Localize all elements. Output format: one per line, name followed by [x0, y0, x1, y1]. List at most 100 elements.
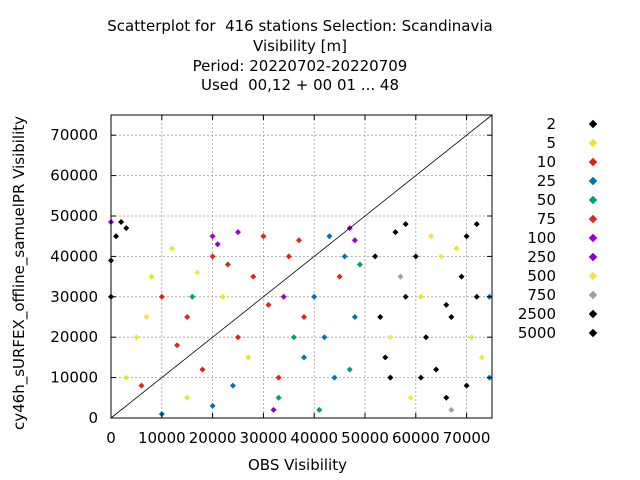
legend-label: 10	[536, 153, 556, 171]
data-point-s10-3	[402, 221, 409, 228]
data-point-s8-0	[387, 334, 394, 341]
x-tick-label-3: 30000	[240, 429, 288, 447]
data-point-s0-1	[448, 314, 455, 320]
x-tick-label-0: 0	[106, 429, 116, 447]
x-tick-label-7: 70000	[443, 429, 491, 447]
data-point-s1-9	[245, 354, 252, 361]
data-point-s11-0	[382, 354, 389, 361]
data-point-s11-2	[463, 233, 470, 240]
legend-label: 5	[546, 134, 556, 152]
data-point-s1-4	[417, 293, 424, 300]
data-point-s1-7	[184, 394, 191, 401]
data-point-s1-3	[123, 374, 130, 381]
data-point-s3-9	[326, 233, 333, 240]
data-point-s1-0	[133, 334, 140, 341]
data-point-s4-5	[316, 406, 323, 413]
data-point-s4-4	[356, 261, 363, 268]
data-point-s2-1	[184, 314, 191, 320]
data-point-s7-0	[214, 241, 221, 248]
data-point-s2-2	[209, 253, 216, 260]
legend-item-3: 25	[500, 172, 610, 191]
data-point-s2-8	[336, 273, 343, 280]
data-point-s2-7	[301, 314, 308, 320]
data-point-s9-1	[448, 406, 455, 413]
title-line-2: Visibility [m]	[253, 37, 347, 55]
y-tick-label-6: 60000	[50, 167, 98, 185]
legend-item-0: 2	[500, 115, 610, 134]
data-point-s11-1	[443, 301, 450, 308]
legend-label: 500	[527, 267, 556, 285]
data-point-s4-1	[346, 366, 353, 373]
legend-item-10: 2500	[500, 305, 610, 324]
data-point-s5-4	[295, 237, 302, 244]
data-point-s10-0	[377, 314, 384, 320]
y-tick-label-7: 70000	[50, 126, 98, 144]
data-point-s2-3	[235, 334, 241, 341]
data-point-s0-2	[473, 221, 480, 228]
data-point-s0-11	[463, 382, 470, 389]
legend-marker-icon	[588, 233, 598, 243]
x-tick-label-2: 20000	[189, 429, 237, 447]
data-point-s6-0	[209, 233, 216, 240]
title-line-1: Scatterplot for 416 stations Selection: …	[107, 17, 493, 35]
legend-label: 50	[536, 191, 556, 209]
data-point-s11-3	[372, 253, 379, 260]
data-point-s6-1	[351, 237, 358, 244]
y-tick-label-1: 10000	[50, 369, 98, 387]
data-point-s8-4	[428, 233, 435, 240]
data-point-s4-2	[189, 293, 196, 300]
data-point-s2-9	[199, 366, 206, 373]
data-point-s3-7	[209, 402, 216, 409]
data-point-s2-4	[260, 233, 267, 240]
data-point-s0-12	[392, 229, 399, 236]
data-point-s2-10	[285, 253, 292, 260]
legend-label: 5000	[517, 324, 556, 342]
legend-marker-icon	[588, 252, 598, 262]
data-point-s3-0	[311, 293, 318, 300]
data-point-s8-3	[478, 354, 485, 361]
legend-marker-icon	[588, 271, 598, 281]
data-point-s0-4	[433, 366, 440, 373]
y-tick-label-0: 0	[88, 409, 98, 427]
data-point-s2-5	[275, 374, 282, 381]
data-point-s4-0	[290, 334, 297, 341]
legend-item-11: 5000	[500, 324, 610, 343]
legend-marker-icon	[588, 119, 598, 129]
data-point-s0-9	[123, 225, 130, 232]
data-point-s3-6	[229, 382, 236, 389]
data-point-s6-3	[235, 229, 241, 236]
legend-label: 75	[536, 210, 556, 228]
legend-marker-icon	[588, 309, 598, 319]
data-point-s5-0	[224, 261, 231, 268]
legend-marker-icon	[588, 138, 598, 148]
x-axis-title: OBS Visibility	[248, 456, 347, 474]
data-point-s8-6	[194, 269, 201, 276]
legend-item-1: 5	[500, 134, 610, 153]
y-tick-label-2: 20000	[50, 328, 98, 346]
data-point-s5-1	[265, 301, 272, 308]
data-point-s1-1	[148, 273, 155, 280]
y-tick-label-4: 40000	[50, 247, 98, 265]
x-tick-label-4: 40000	[290, 429, 338, 447]
x-tick-label-1: 10000	[138, 429, 186, 447]
data-point-s3-2	[331, 374, 338, 381]
x-tick-label-5: 50000	[341, 429, 389, 447]
diagonal-line	[110, 114, 493, 419]
legend-marker-icon	[588, 195, 598, 205]
data-point-s0-13	[443, 394, 450, 401]
title-line-3: Period: 20220702-20220709	[192, 57, 408, 75]
data-point-s3-5	[301, 354, 308, 361]
plot-frame	[110, 114, 493, 419]
data-point-s0-3	[387, 374, 394, 381]
data-point-s6-2	[280, 293, 287, 300]
data-point-s8-5	[143, 314, 150, 320]
data-point-s10-2	[473, 293, 480, 300]
legend-label: 750	[527, 286, 556, 304]
data-point-s0-10	[422, 334, 429, 341]
legend-marker-icon	[588, 157, 598, 167]
legend-item-5: 75	[500, 210, 610, 229]
data-point-s3-3	[341, 253, 348, 260]
legend-marker-icon	[588, 328, 598, 338]
data-point-s3-4	[351, 314, 358, 320]
